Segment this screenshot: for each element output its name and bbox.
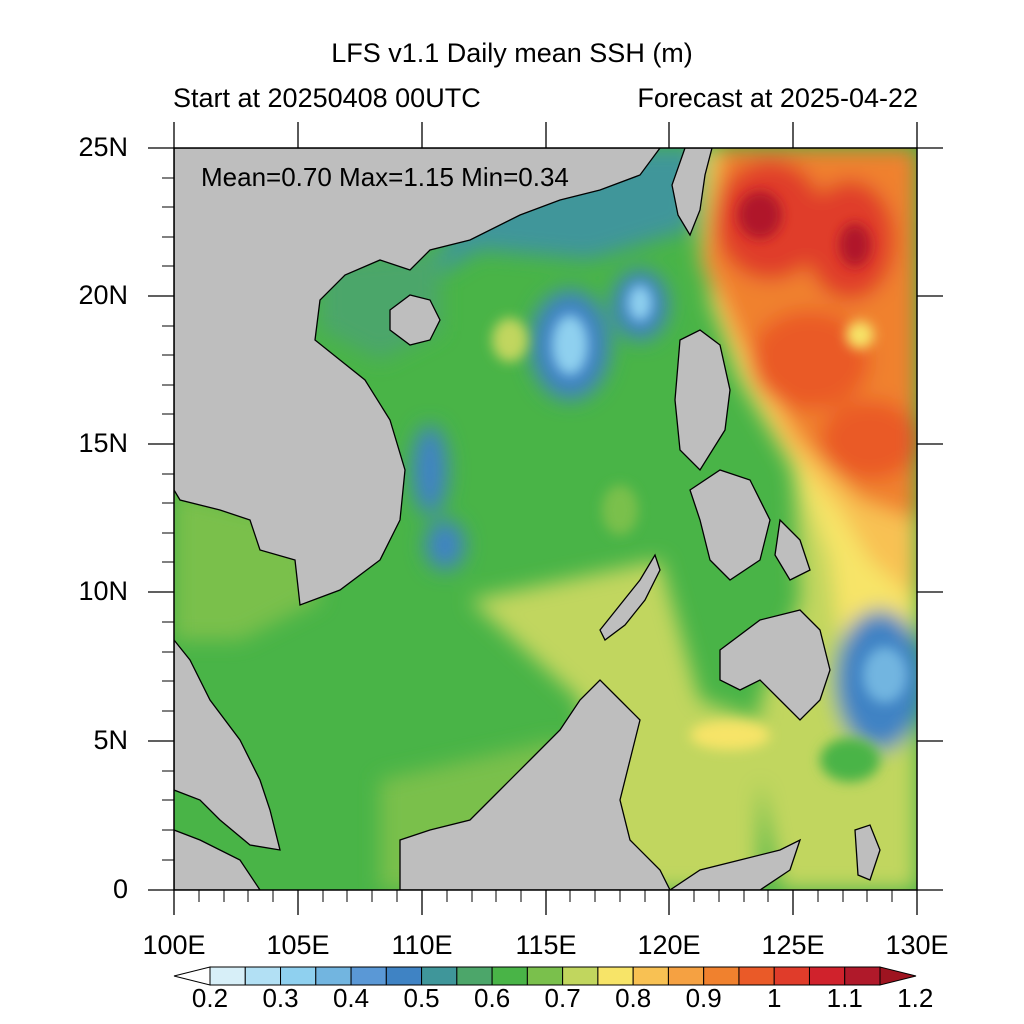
minor-ticks: [162, 177, 893, 902]
lat-label: 10N: [78, 576, 128, 606]
land: [174, 148, 881, 890]
lat-label: 15N: [78, 428, 128, 458]
colorbar: [173, 966, 917, 986]
lon-label: 100E: [142, 930, 206, 960]
lon-label: 110E: [391, 930, 453, 960]
colorbar-label: 1: [766, 983, 782, 1013]
lon-label: 130E: [885, 930, 949, 960]
lon-label: 125E: [761, 930, 825, 960]
lat-label: 25N: [78, 132, 128, 162]
lat-label: 20N: [78, 280, 128, 310]
map-title: LFS v1.1 Daily mean SSH (m): [331, 38, 693, 68]
colorbar-label: 0.4: [332, 983, 370, 1013]
colorbar-label: 0.3: [262, 983, 299, 1013]
colorbar-label: 0.6: [474, 983, 511, 1013]
colorbar-label: 0.8: [615, 983, 652, 1013]
ssh-field: [174, 148, 917, 890]
start-time-label: Start at 20250408 00UTC: [173, 83, 481, 113]
colorbar-label: 1.2: [897, 983, 934, 1013]
stats-label: Mean=0.70 Max=1.15 Min=0.34: [201, 162, 569, 192]
colorbar-label: 0.2: [191, 983, 229, 1013]
lon-label: 115E: [515, 930, 577, 960]
lat-label: 0: [112, 874, 128, 904]
lon-label: 120E: [637, 930, 701, 960]
colorbar-label: 1.1: [826, 983, 863, 1013]
colorbar-label: 0.7: [544, 983, 581, 1013]
colorbar-label: 0.9: [685, 983, 722, 1013]
lat-label: 5N: [93, 725, 128, 755]
colorbar-label: 0.5: [403, 983, 440, 1013]
forecast-date-label: Forecast at 2025-04-22: [637, 83, 918, 113]
lon-label: 105E: [266, 930, 330, 960]
axis-ticks: [148, 122, 943, 915]
colorbar-high-arrow: [879, 966, 917, 986]
